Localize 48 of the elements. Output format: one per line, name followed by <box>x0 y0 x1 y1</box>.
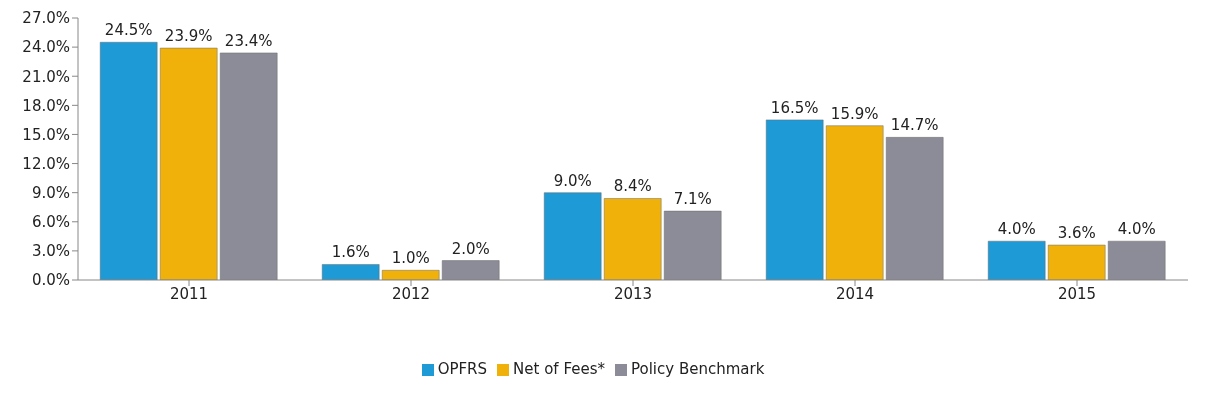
data-label: 8.4% <box>613 177 652 196</box>
data-label: 4.0% <box>1117 220 1156 239</box>
data-label: 23.9% <box>164 27 213 46</box>
bar <box>1047 244 1106 280</box>
bar <box>1107 240 1166 280</box>
x-tick-label: 2015 <box>1057 284 1097 303</box>
y-tick-label: 6.0% <box>31 213 70 232</box>
x-tick-label: 2011 <box>169 284 209 303</box>
y-tick-label: 24.0% <box>22 38 70 57</box>
y-tick-label: 12.0% <box>22 154 70 173</box>
bar <box>159 47 218 280</box>
data-label: 1.6% <box>331 243 370 262</box>
legend-label: OPFRS <box>437 360 488 378</box>
y-tick-label: 27.0% <box>22 9 70 28</box>
bar <box>381 270 440 280</box>
y-tick-label: 0.0% <box>31 271 70 290</box>
x-tick-label: 2013 <box>613 284 653 303</box>
data-label: 16.5% <box>770 98 819 117</box>
bar <box>321 264 380 280</box>
bar <box>663 210 722 280</box>
data-label: 4.0% <box>997 220 1036 239</box>
bar <box>987 240 1046 280</box>
bar <box>543 192 602 280</box>
bar <box>765 119 824 280</box>
bar <box>99 42 158 280</box>
data-label: 7.1% <box>673 190 712 209</box>
data-label: 23.4% <box>224 31 273 50</box>
bar <box>885 137 944 280</box>
data-label: 24.5% <box>104 21 153 40</box>
y-tick-label: 9.0% <box>31 183 70 202</box>
data-label: 9.0% <box>553 171 592 190</box>
bar <box>441 260 500 280</box>
bar <box>219 52 278 280</box>
data-label: 14.7% <box>890 116 939 135</box>
x-tick-label: 2014 <box>835 284 875 303</box>
y-tick-label: 18.0% <box>22 96 70 115</box>
data-label: 15.9% <box>830 104 879 123</box>
y-tick-label: 3.0% <box>31 242 70 261</box>
data-label: 3.6% <box>1057 224 1096 243</box>
data-label: 1.0% <box>391 249 430 268</box>
bar <box>825 125 884 280</box>
bar <box>603 198 662 280</box>
legend-label: Policy Benchmark <box>630 360 765 378</box>
y-tick-label: 15.0% <box>22 125 70 144</box>
y-tick-label: 21.0% <box>22 67 70 86</box>
data-label: 2.0% <box>451 239 490 258</box>
x-tick-label: 2012 <box>391 284 431 303</box>
legend-label: Net of Fees* <box>513 360 605 378</box>
